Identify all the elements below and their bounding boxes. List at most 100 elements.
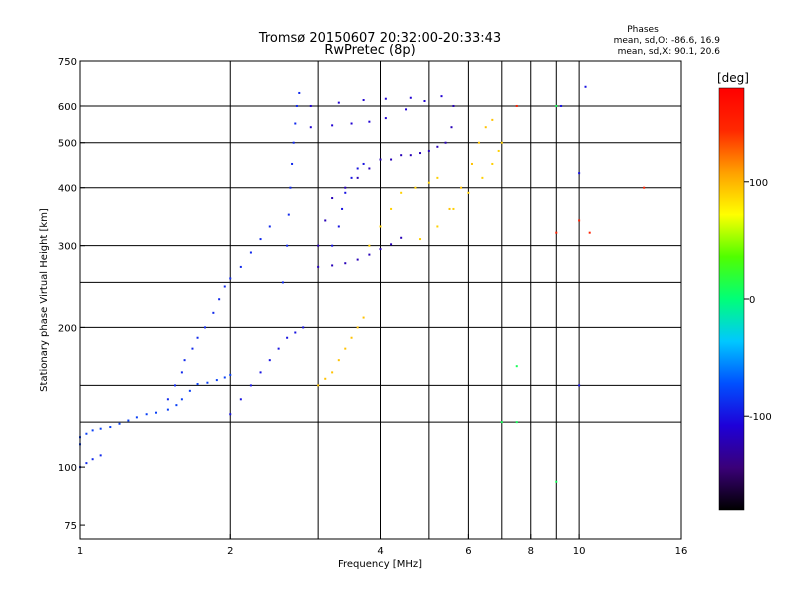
data-point xyxy=(268,225,271,228)
colorbar-tick-label: 0 xyxy=(749,295,755,306)
data-point xyxy=(203,326,206,329)
data-point xyxy=(362,99,365,102)
data-point xyxy=(405,108,408,111)
colorbar-gradient xyxy=(718,87,745,511)
data-point xyxy=(560,104,563,107)
data-point xyxy=(515,104,518,107)
data-point xyxy=(292,141,295,144)
data-point xyxy=(436,145,439,148)
x-tick-label: 4 xyxy=(377,546,383,557)
data-point xyxy=(414,186,417,189)
data-point xyxy=(578,384,581,387)
data-point xyxy=(287,213,290,216)
data-point xyxy=(448,207,451,210)
data-point xyxy=(85,462,88,465)
stats-o-mode: mean, sd,O: -86.6, 16.9 xyxy=(614,36,721,46)
data-point xyxy=(289,186,292,189)
data-point xyxy=(294,122,297,125)
data-point xyxy=(427,181,430,184)
data-point xyxy=(180,398,183,401)
data-point xyxy=(223,285,226,288)
data-point xyxy=(180,371,183,374)
data-point xyxy=(298,91,301,94)
data-point xyxy=(331,371,334,374)
data-point xyxy=(239,398,242,401)
stats-heading: Phases xyxy=(627,25,659,35)
data-point xyxy=(291,162,294,165)
data-point xyxy=(436,176,439,179)
data-point xyxy=(196,383,199,386)
plot-area: 1 2 4 6 8 10 16 750 600 500 400 300 200 100 75 xyxy=(58,57,687,557)
data-point xyxy=(452,207,455,210)
colorbar-tick-label: 100 xyxy=(749,178,768,189)
data-point xyxy=(578,172,581,175)
colorbar-unit-label: [deg] xyxy=(717,71,749,85)
data-point xyxy=(91,458,94,461)
data-point xyxy=(390,243,393,246)
data-point xyxy=(344,191,347,194)
x-tick-label: 10 xyxy=(573,546,586,557)
y-tick-label: 750 xyxy=(58,57,77,68)
data-point xyxy=(212,311,215,314)
data-point xyxy=(450,126,453,129)
data-point xyxy=(286,336,289,339)
data-points xyxy=(79,85,646,483)
data-point xyxy=(368,120,371,123)
data-point xyxy=(344,262,347,265)
data-point xyxy=(268,359,271,362)
data-point xyxy=(344,347,347,350)
data-point xyxy=(484,126,487,129)
data-point xyxy=(331,124,334,127)
data-point xyxy=(166,408,169,411)
data-point xyxy=(218,298,221,301)
data-point xyxy=(436,225,439,228)
data-point xyxy=(419,152,422,155)
data-point xyxy=(515,421,518,424)
data-point xyxy=(356,258,359,261)
x-tick-label: 6 xyxy=(465,546,471,557)
x-axis-ticks: 1 2 4 6 8 10 16 xyxy=(77,534,688,557)
data-point xyxy=(643,186,646,189)
y-tick-label: 300 xyxy=(58,242,77,253)
data-point xyxy=(223,376,226,379)
chart-title: Tromsø 20150607 20:32:00-20:33:43 xyxy=(258,31,501,46)
data-point xyxy=(555,231,558,234)
stats-x-mode: mean, sd,X: 90.1, 20.6 xyxy=(618,47,721,57)
colorbar-tick-label: -100 xyxy=(749,412,772,423)
y-axis-label: Stationary phase Virtual Height [km] xyxy=(39,208,50,392)
data-point xyxy=(578,219,581,222)
data-point xyxy=(384,117,387,120)
data-point xyxy=(259,238,262,241)
data-point xyxy=(515,365,518,368)
data-point xyxy=(584,85,587,88)
y-tick-label: 200 xyxy=(58,323,77,334)
data-point xyxy=(331,197,334,200)
data-point xyxy=(281,281,284,284)
data-point xyxy=(460,186,463,189)
data-point xyxy=(337,359,340,362)
x-tick-label: 2 xyxy=(227,546,233,557)
data-point xyxy=(331,244,334,247)
data-point xyxy=(400,236,403,239)
data-point xyxy=(588,231,591,234)
data-point xyxy=(324,377,327,380)
y-tick-label: 400 xyxy=(58,184,77,195)
data-point xyxy=(409,96,412,99)
data-point xyxy=(127,419,130,422)
data-point xyxy=(481,176,484,179)
data-point xyxy=(206,381,209,384)
data-point xyxy=(444,141,447,144)
grid-lines xyxy=(80,61,681,539)
data-point xyxy=(337,101,340,104)
data-point xyxy=(491,162,494,165)
data-point xyxy=(239,265,242,268)
data-point xyxy=(555,104,558,107)
y-tick-label: 500 xyxy=(58,139,77,150)
colorbar-ticks: 100 0 -100 xyxy=(744,178,772,423)
data-point xyxy=(379,158,382,161)
x-tick-label: 16 xyxy=(675,546,688,557)
data-point xyxy=(249,251,252,254)
data-point xyxy=(500,421,503,424)
data-point xyxy=(302,326,305,329)
data-point xyxy=(286,244,289,247)
